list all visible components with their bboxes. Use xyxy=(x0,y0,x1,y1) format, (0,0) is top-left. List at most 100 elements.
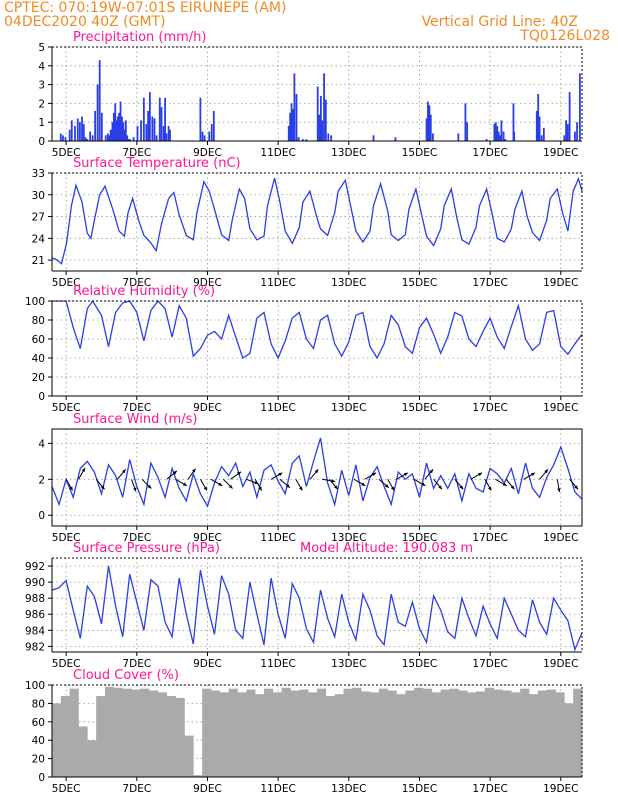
wind-vector-head xyxy=(286,484,290,488)
y-tick-label: 27 xyxy=(32,212,45,224)
wind-vector xyxy=(295,479,303,491)
precip-bar xyxy=(201,131,204,141)
wind-vector xyxy=(223,478,233,489)
wind-vector xyxy=(569,478,579,490)
precip-bar xyxy=(106,133,109,141)
wind-vector xyxy=(270,472,283,480)
precip-bar xyxy=(496,125,499,141)
y-tick-label: 80 xyxy=(32,698,45,710)
x-tick-label: 5DEC xyxy=(52,532,81,544)
panel-title: Surface Pressure (hPa) xyxy=(73,541,220,556)
precip-bar xyxy=(104,135,107,141)
precip-bar xyxy=(372,135,375,141)
cloud-bar xyxy=(105,686,115,777)
precip-bar xyxy=(578,73,581,141)
cloud-bar xyxy=(396,694,406,777)
y-tick-label: 33 xyxy=(32,168,45,180)
precip-bar xyxy=(464,103,467,141)
precip-bar xyxy=(394,137,397,141)
wind-vector xyxy=(454,478,464,490)
cloud-bar xyxy=(378,688,388,777)
x-tick-label: 5DEC xyxy=(52,783,81,795)
x-tick-label: 17DEC xyxy=(472,658,507,670)
precip-bar xyxy=(129,139,131,141)
wind-vector xyxy=(187,468,196,480)
wind-vector-head xyxy=(421,482,426,486)
x-tick-label: 15DEC xyxy=(402,147,437,159)
wind-vector xyxy=(322,478,336,483)
precip-bar xyxy=(169,129,171,141)
x-tick-label: 11DEC xyxy=(260,783,295,795)
wind-vector-head xyxy=(331,479,336,483)
precip-bar xyxy=(62,135,64,141)
wind-vector-head xyxy=(574,485,578,490)
wind-vector xyxy=(166,470,178,480)
precip-bar xyxy=(513,131,516,141)
wind-vector xyxy=(424,469,434,480)
wind-vector-head xyxy=(478,472,482,477)
wind-vector xyxy=(95,478,105,490)
precip-bar xyxy=(119,101,122,141)
precip-bar xyxy=(132,137,135,141)
x-tick-label: 9DEC xyxy=(193,147,222,159)
precip-bar xyxy=(502,131,505,141)
x-tick-label: 17DEC xyxy=(472,402,507,414)
precip-bar xyxy=(76,118,79,141)
wind-vector xyxy=(539,469,549,480)
precip-bar xyxy=(574,131,576,141)
wind-vector-head xyxy=(182,482,187,486)
y-tick-label: 2 xyxy=(38,474,45,486)
cloud-bar xyxy=(255,694,265,777)
cloud-bar xyxy=(272,692,282,777)
cloud-bar xyxy=(458,690,468,777)
x-tick-label: 13DEC xyxy=(331,147,366,159)
precip-bar xyxy=(96,84,99,141)
panel-title: Precipitation (mm/h) xyxy=(73,30,206,45)
cloud-bar xyxy=(484,687,494,777)
precip-bar xyxy=(319,95,322,141)
precip-bar xyxy=(321,120,324,141)
cloud-bar xyxy=(317,688,327,777)
precip-bar xyxy=(535,110,538,141)
cloud-bar xyxy=(87,740,97,777)
precip-bar xyxy=(114,103,117,141)
x-tick-label: 5DEC xyxy=(52,402,81,414)
precip-bar xyxy=(140,120,142,141)
cloud-bar xyxy=(60,696,70,777)
x-tick-label: 15DEC xyxy=(402,658,437,670)
wind-vector-head xyxy=(81,468,85,472)
x-tick-label: 11DEC xyxy=(260,147,295,159)
y-tick-label: 60 xyxy=(32,334,45,346)
cloud-bar xyxy=(564,703,574,777)
cloud-bar xyxy=(370,692,380,777)
precip-bar xyxy=(324,99,327,141)
y-tick-label: 20 xyxy=(32,372,45,384)
x-tick-label: 5DEC xyxy=(52,658,81,670)
precip-bar xyxy=(203,135,206,141)
panel-title: Surface Temperature (nC) xyxy=(73,156,241,171)
y-tick-label: 988 xyxy=(25,593,45,605)
precip-bar xyxy=(158,97,161,141)
precip-bar xyxy=(91,135,94,141)
wind-vector xyxy=(364,472,377,480)
y-tick-label: 40 xyxy=(32,735,45,747)
x-tick-label: 11DEC xyxy=(260,402,295,414)
series-line xyxy=(52,299,583,360)
precip-bar xyxy=(576,122,578,141)
cloud-bar xyxy=(96,696,106,777)
cloud-bar xyxy=(52,703,62,777)
precip-bar xyxy=(84,137,87,141)
cloud-bar xyxy=(69,688,79,777)
wind-vector xyxy=(116,469,127,480)
x-tick-label: 7DEC xyxy=(122,532,151,544)
cloud-bar xyxy=(193,775,203,777)
wind-vector xyxy=(556,479,561,493)
precip-bar xyxy=(86,139,89,141)
precip-bar xyxy=(500,120,503,141)
precip-bar xyxy=(111,122,114,141)
wind-vector-head xyxy=(237,471,242,476)
precip-bar xyxy=(287,125,290,141)
cloud-bar xyxy=(237,692,247,777)
wind-vector xyxy=(131,479,137,492)
panel-subtitle: Model Altitude: 190.083 m xyxy=(300,541,473,556)
